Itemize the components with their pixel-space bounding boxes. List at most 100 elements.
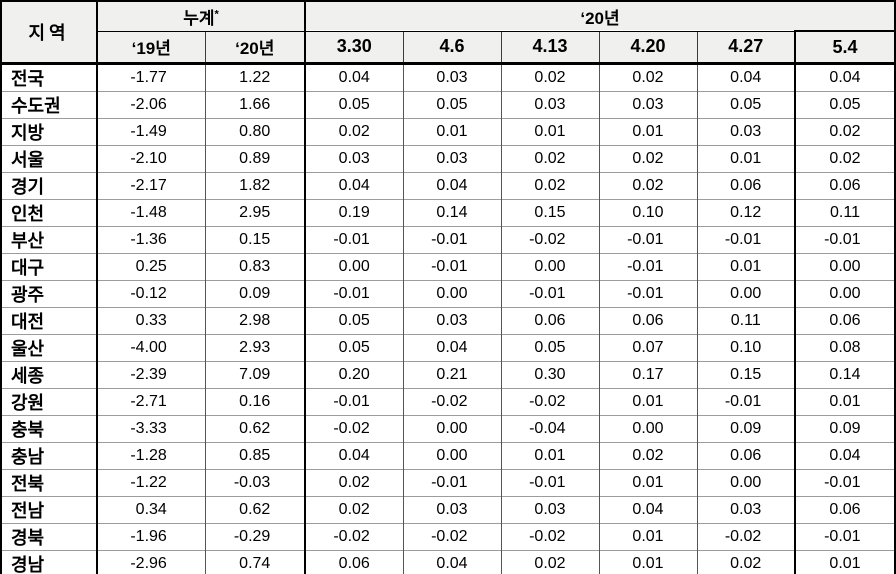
date-column-header: 5.4	[794, 30, 895, 65]
value-cell: 0.03	[696, 496, 795, 524]
value-number: 0.01	[829, 393, 861, 410]
region-name-label: 세종	[11, 366, 45, 386]
value-number: -0.01	[824, 474, 861, 491]
value-number: 0.03	[730, 501, 762, 518]
value-number: 0.06	[730, 447, 762, 464]
value-cell: 0.34	[96, 496, 205, 524]
value-number: 0.03	[338, 150, 370, 167]
value-cell: -1.77	[96, 63, 205, 92]
minus-sign: -	[130, 366, 136, 383]
value-number: 0.06	[534, 312, 566, 329]
value-number: -0.02	[529, 528, 566, 545]
value-cell: -0.01	[402, 253, 501, 281]
value-cell: -0.02	[304, 523, 403, 551]
value-number: 0.74	[239, 555, 271, 572]
value-number: 0.01	[632, 393, 664, 410]
value-cell: 0.00	[794, 280, 895, 308]
value-number: 0.04	[632, 501, 664, 518]
value-cell: 0.04	[598, 496, 697, 524]
region-name-cell: 경북	[1, 523, 97, 551]
value-cell: 0.02	[598, 63, 697, 92]
value-number: 0.09	[239, 285, 271, 302]
value-number: 0.07	[632, 339, 664, 356]
value-number: 0.11	[830, 204, 860, 221]
value-cell: -0.01	[500, 469, 599, 497]
minus-sign: -	[130, 285, 136, 302]
value-number: 0.21	[436, 366, 468, 383]
value-cell: 0.02	[304, 469, 403, 497]
minus-sign: -	[529, 231, 535, 248]
value-cell: 7.09	[204, 361, 305, 389]
region-name-label: 강원	[11, 393, 45, 413]
minus-sign: -	[529, 420, 535, 437]
table-row: 지방 -1.49 0.80 0.02 0.01 0.01 0.01 0.03 0.02	[1, 118, 895, 146]
region-name-cell: 전북	[1, 469, 97, 497]
region-name-cell: 지방	[1, 118, 97, 146]
value-number: -0.02	[724, 528, 762, 545]
table-row: 부산 -1.36 0.15 -0.01 -0.01 -0.02 -0.01 -0.01 -0.0…	[1, 226, 895, 254]
value-number: 0.30	[534, 366, 566, 383]
value-number: 0.02	[338, 123, 370, 140]
value-cell: -0.01	[598, 253, 697, 281]
value-cell: 0.01	[598, 523, 697, 551]
minus-sign: -	[724, 393, 731, 410]
value-number: 0.04	[829, 69, 861, 86]
value-number: 0.06	[632, 312, 664, 329]
value-number: 0.03	[632, 96, 664, 113]
value-cell: 0.02	[598, 172, 697, 200]
value-cell: 0.06	[696, 442, 795, 470]
minus-sign: -	[529, 285, 535, 302]
value-number: 1.66	[239, 96, 271, 113]
value-cell: -0.01	[304, 226, 403, 254]
value-number: 0.85	[239, 447, 271, 464]
value-number: 0.16	[239, 393, 271, 410]
minus-sign: -	[529, 474, 535, 491]
value-number: -0.01	[529, 285, 566, 302]
value-number: -3.33	[130, 420, 167, 437]
value-number: 0.04	[730, 69, 762, 86]
value-number: -0.02	[431, 528, 468, 545]
value-cell: 0.06	[304, 550, 403, 574]
value-number: 0.05	[338, 312, 370, 329]
value-number: 0.62	[239, 420, 271, 437]
value-cell: 0.01	[402, 118, 501, 146]
value-cell: 0.33	[96, 307, 205, 335]
table-row: 경기 -2.17 1.82 0.04 0.04 0.02 0.02 0.06 0.06	[1, 172, 895, 200]
value-cell: 2.95	[204, 199, 305, 227]
value-number: 0.03	[730, 123, 762, 140]
region-name-label: 전북	[11, 474, 45, 494]
value-number: 0.02	[632, 177, 664, 194]
value-cell: 0.05	[402, 91, 501, 119]
value-cell: 0.14	[794, 361, 895, 389]
value-number: 0.14	[829, 366, 861, 383]
value-number: -0.02	[529, 393, 566, 410]
minus-sign: -	[333, 285, 339, 302]
region-name-cell: 수도권	[1, 91, 97, 119]
value-number: 0.33	[135, 312, 167, 329]
cumulative-year-header: ‘20년	[204, 31, 305, 65]
table-row: 서울 -2.10 0.89 0.03 0.03 0.02 0.02 0.01 0.02	[1, 145, 895, 173]
value-cell: 0.02	[500, 550, 599, 574]
minus-sign: -	[130, 177, 136, 194]
value-number: -0.01	[529, 474, 566, 491]
value-cell: -0.02	[304, 415, 403, 443]
value-cell: -0.01	[500, 280, 599, 308]
cumulative-footnote-asterisk: *	[214, 8, 219, 21]
value-cell: 0.04	[696, 63, 795, 92]
value-number: 0.04	[436, 177, 468, 194]
value-cell: -0.01	[598, 226, 697, 254]
value-cell: 0.02	[696, 550, 795, 574]
value-number: 0.01	[730, 258, 762, 275]
value-number: 0.06	[730, 177, 762, 194]
value-number: -0.02	[333, 420, 370, 437]
value-number: -2.06	[130, 96, 167, 113]
value-cell: 0.05	[304, 91, 403, 119]
value-number: 0.00	[730, 285, 762, 302]
value-cell: 0.62	[204, 415, 305, 443]
minus-sign: -	[130, 96, 136, 113]
value-number: 0.00	[436, 420, 468, 437]
table-row: 울산 -4.00 2.93 0.05 0.04 0.05 0.07 0.10 0.08	[1, 334, 895, 362]
value-cell: 0.11	[794, 199, 895, 227]
value-number: 0.17	[632, 366, 664, 383]
minus-sign: -	[824, 474, 830, 491]
